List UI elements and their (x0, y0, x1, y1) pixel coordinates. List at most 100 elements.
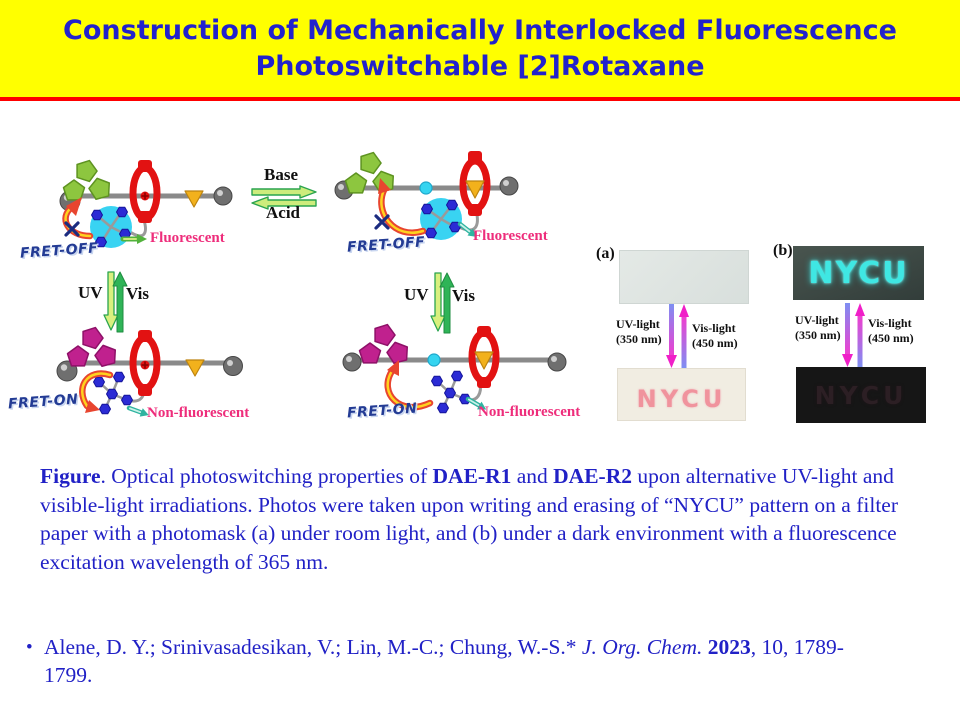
citation-year: 2023 (707, 635, 751, 659)
caption-compound1: DAE-R1 (432, 464, 512, 488)
vis-light-text: Vis-light (868, 316, 912, 330)
vis-up-arrow (681, 317, 687, 368)
panel-a-uv-label: UV-light (350 nm) (616, 317, 662, 347)
nycu-fluorescent-text: NYCU (808, 255, 909, 291)
uv-light-text: UV-light (795, 313, 839, 327)
uv-down-arrowhead (666, 355, 677, 368)
photo-b-fluorescent: NYCU (793, 246, 924, 300)
fluorescent-label-1: Fluorescent (150, 230, 225, 246)
citation-pages: , 10, 1789-1799. (44, 635, 844, 687)
uv-down-arrow (845, 303, 850, 354)
uv-down-arrow (669, 304, 674, 355)
vis-wavelength-text: (450 nm) (868, 331, 914, 345)
red-macrocycle (129, 330, 161, 396)
vis-light-text: Vis-light (692, 321, 736, 335)
uv-label-1: UV (78, 283, 103, 302)
yellow-triangle-station (474, 351, 494, 370)
non-fluorescent-label-1: Non-fluorescent (147, 405, 250, 421)
caption-figure-word: Figure (40, 464, 101, 488)
caption-seg1: . Optical photoswitching properties of (100, 464, 433, 488)
green-dae-pentagons (344, 151, 395, 194)
blocked-x-mark (64, 221, 80, 237)
stopper-sphere-right (213, 186, 233, 206)
citation-authors: Alene, D. Y.; Srinivasadesikan, V.; Lin,… (44, 635, 582, 659)
caption-compound2: DAE-R2 (553, 464, 632, 488)
title-banner: Construction of Mechanically Interlocked… (0, 0, 960, 97)
vis-up-arrow (439, 272, 455, 334)
slide-title-line2: Photoswitchable [2]Rotaxane (255, 50, 705, 82)
pointer-arrow-nonfluorescent (126, 405, 149, 417)
non-fluorescent-label-2: Non-fluorescent (478, 404, 581, 420)
photo-b-dark: NYCU (796, 367, 926, 423)
blue-fluorophore (430, 370, 472, 414)
yellow-triangle-station (184, 190, 204, 208)
uv-down-arrow (430, 272, 446, 332)
uv-vis-arrows-1 (103, 271, 128, 333)
acid-label: Acid (266, 203, 300, 222)
energy-transfer-arrow (384, 360, 434, 411)
pointer-arrow-nonfluorescent (465, 396, 487, 410)
pointer-arrow-fluorescent (457, 221, 477, 237)
panel-b-uv-label: UV-light (350 nm) (795, 313, 841, 343)
rotaxane-structure-2 (334, 151, 519, 240)
rotaxane-structure-1 (59, 159, 233, 248)
uv-light-text: UV-light (616, 317, 660, 331)
rotaxane-structure-3 (56, 326, 243, 417)
cyan-station-dot (427, 353, 441, 367)
base-label: Base (264, 165, 298, 184)
panel-a-label: (a) (596, 245, 615, 262)
energy-transfer-arrow (378, 178, 427, 236)
uv-down-arrowhead (842, 354, 853, 367)
reference-citation: • Alene, D. Y.; Srinivasadesikan, V.; Li… (26, 634, 878, 690)
stopper-sphere-left (342, 352, 362, 372)
citation-text: Alene, D. Y.; Srinivasadesikan, V.; Lin,… (44, 634, 864, 690)
energy-transfer-arrow (79, 370, 114, 413)
vis-up-arrowhead (855, 303, 865, 316)
forward-arrow (251, 185, 317, 199)
stopper-sphere-right (223, 356, 243, 376)
citation-journal: J. Org. Chem. (581, 635, 708, 659)
fluorescent-label-2: Fluorescent (473, 228, 548, 244)
magenta-dae-pentagons (66, 326, 117, 368)
reverse-arrow (251, 196, 317, 210)
slide-title-line1: Construction of Mechanically Interlocked… (63, 14, 897, 46)
magenta-dae-pentagons (358, 323, 409, 365)
vis-label-1: Vis (126, 284, 149, 303)
vis-wavelength-text: (450 nm) (692, 336, 738, 350)
uv-down-arrow (103, 271, 119, 331)
vis-up-arrowhead (679, 304, 689, 317)
nycu-erased-text: NYCU (814, 380, 908, 410)
nycu-written-text: NYCU (636, 384, 727, 413)
blocked-x-mark (374, 214, 390, 230)
base-acid-arrows (251, 185, 317, 210)
cyan-fluorophore-circle (420, 198, 462, 240)
panel-a-vis-label: Vis-light (450 nm) (692, 321, 738, 351)
stopper-sphere-right (547, 352, 567, 372)
yellow-triangle-station (465, 180, 485, 199)
cyan-station-dot (419, 181, 433, 195)
vis-up-arrow (112, 271, 128, 333)
uv-vis-arrows-2 (430, 272, 455, 334)
red-macrocycle (459, 151, 491, 216)
blue-fluorophore (90, 206, 132, 248)
bullet-icon: • (26, 637, 33, 658)
photo-a-written: NYCU (617, 368, 746, 421)
figure-caption: Figure. Optical photoswitching propertie… (40, 462, 906, 576)
red-macrocycle (129, 160, 161, 223)
red-divider (0, 97, 960, 101)
panel-b-vis-label: Vis-light (450 nm) (868, 316, 914, 346)
rotaxane-structure-4 (342, 323, 567, 414)
uv-label-2: UV (404, 285, 429, 304)
pointer-arrow-fluorescent (120, 234, 147, 244)
uv-wavelength-text: (350 nm) (795, 328, 841, 342)
photo-a-blank (619, 250, 749, 304)
vis-up-arrow (857, 316, 863, 367)
photo-arrows-b (842, 303, 865, 367)
yellow-triangle-station (185, 359, 205, 377)
panel-b-label: (b) (773, 242, 793, 259)
red-macrocycle (468, 326, 500, 388)
stopper-sphere-right (499, 176, 519, 196)
uv-wavelength-text: (350 nm) (616, 332, 662, 346)
vis-label-2: Vis (452, 286, 475, 305)
